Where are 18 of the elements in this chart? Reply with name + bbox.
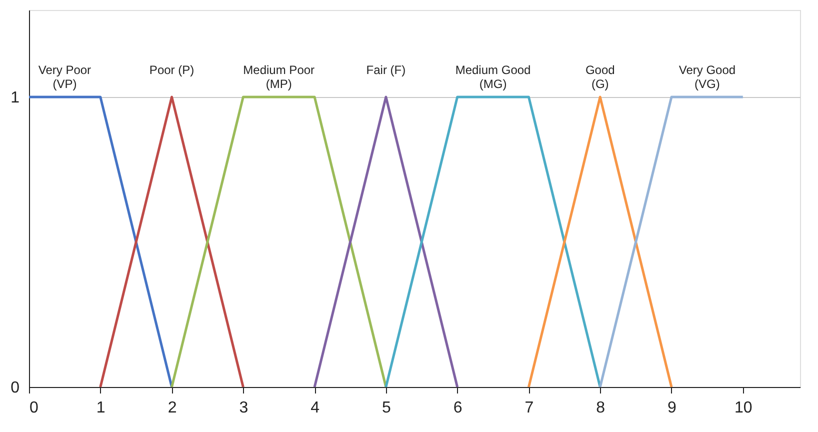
x-tick-label: 9 bbox=[668, 400, 677, 416]
x-tick-label: 7 bbox=[524, 400, 534, 416]
series-label: Medium Poor (MP) bbox=[243, 63, 315, 91]
x-tick-label: 0 bbox=[30, 400, 38, 416]
series-label: Medium Good (MG) bbox=[455, 63, 531, 91]
text: Poor (P) bbox=[149, 63, 194, 77]
x-tick-label: 6 bbox=[453, 400, 462, 416]
x-tick-label: 10 bbox=[734, 400, 752, 416]
x-tick-label: 1 bbox=[96, 400, 106, 416]
series-label: Very Good (VG) bbox=[678, 63, 736, 91]
x-tick-label: 8 bbox=[596, 400, 606, 416]
x-tick-label: 2 bbox=[168, 400, 177, 416]
x-tick-label: 5 bbox=[382, 400, 391, 416]
series-label: Good (G) bbox=[585, 63, 615, 91]
x-tick-label: 3 bbox=[239, 400, 248, 416]
series-label: Very Poor (VP) bbox=[38, 63, 92, 91]
text: Fair (F) bbox=[366, 63, 406, 77]
x-tick-label: 4 bbox=[310, 400, 320, 416]
